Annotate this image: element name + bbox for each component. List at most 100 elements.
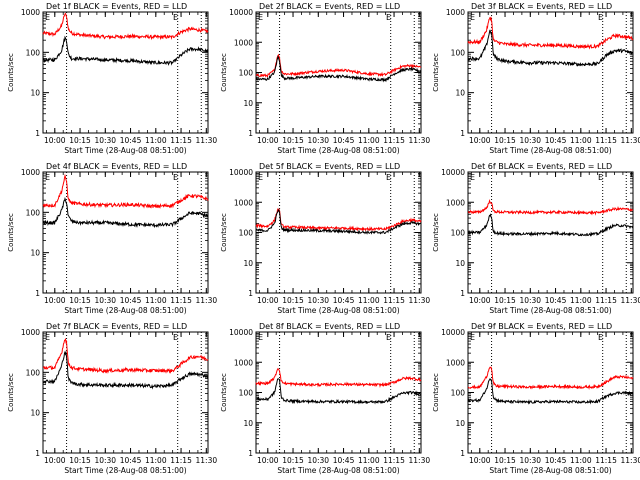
range-start-marker: E xyxy=(258,333,263,342)
lld-series-line xyxy=(42,173,209,209)
lld-series-line xyxy=(467,16,634,50)
y-tick-label: 1000 xyxy=(446,358,465,367)
detector-panel-3: Det 3f BLACK = Events, RED = LLD 1 10 100 10… xyxy=(432,2,640,155)
plot-frame xyxy=(467,11,634,134)
x-tick-label: 11:00 xyxy=(358,456,380,465)
x-tick-label: 11:30 xyxy=(196,296,218,305)
y-tick-label: 10 xyxy=(243,99,253,108)
range-end-marker: E xyxy=(386,13,391,22)
y-tick-label: 1000 xyxy=(234,358,253,367)
events-series-line xyxy=(255,55,422,83)
y-axis-label: Counts/sec xyxy=(7,53,15,92)
x-axis-label: Start Time (28-Aug-08 08:51:00) xyxy=(64,146,186,155)
y-tick-label: 10000 xyxy=(441,328,465,337)
y-tick-label: 100 xyxy=(239,229,254,238)
x-axis-label: Start Time (28-Aug-08 08:51:00) xyxy=(489,146,611,155)
panel-title: Det 8f BLACK = Events, RED = LLD xyxy=(259,322,400,331)
lld-series-line xyxy=(255,367,422,388)
x-tick-label: 10:00 xyxy=(469,136,491,145)
x-tick-label: 11:15 xyxy=(595,456,617,465)
x-tick-label: 10:15 xyxy=(69,136,91,145)
x-tick-label: 10:45 xyxy=(333,136,355,145)
y-tick-label: 100 xyxy=(26,48,41,57)
x-tick-label: 11:15 xyxy=(170,136,192,145)
x-tick-label: 10:30 xyxy=(94,296,116,305)
y-axis-label: Counts/sec xyxy=(432,53,440,92)
y-tick-label: 10000 xyxy=(441,168,465,177)
range-end-marker: E xyxy=(173,333,178,342)
x-tick-label: 10:00 xyxy=(257,136,279,145)
x-tick-label: 11:00 xyxy=(358,296,380,305)
range-start-marker: E xyxy=(470,173,475,182)
x-tick-label: 11:30 xyxy=(409,456,431,465)
plot-frame xyxy=(42,331,209,454)
x-tick-label: 10:00 xyxy=(44,456,66,465)
x-tick-label: 10:45 xyxy=(120,136,142,145)
range-end-marker: E xyxy=(173,173,178,182)
x-tick-label: 10:00 xyxy=(44,136,66,145)
x-tick-label: 10:30 xyxy=(94,136,116,145)
x-tick-label: 10:15 xyxy=(282,296,304,305)
y-tick-label: 10000 xyxy=(229,328,253,337)
y-axis-label: Counts/sec xyxy=(220,213,228,252)
events-series-line xyxy=(255,208,422,235)
y-tick-label: 100 xyxy=(26,368,41,377)
detector-panel-4: Det 4f BLACK = Events, RED = LLD 1 10 100 10… xyxy=(7,162,217,315)
detector-panel-2: Det 2f BLACK = Events, RED = LLD 1 10 100 10… xyxy=(220,2,430,155)
x-tick-label: 11:00 xyxy=(358,136,380,145)
detector-panel-5: Det 5f BLACK = Events, RED = LLD 1 10 100 10… xyxy=(220,162,430,315)
x-tick-label: 10:15 xyxy=(282,456,304,465)
x-tick-label: 10:00 xyxy=(257,456,279,465)
x-tick-label: 11:30 xyxy=(621,456,640,465)
events-series-line xyxy=(467,213,634,237)
x-tick-label: 10:30 xyxy=(307,456,329,465)
x-tick-label: 11:00 xyxy=(570,136,592,145)
range-end-marker: E xyxy=(598,13,603,22)
plot-frame xyxy=(42,171,209,294)
y-tick-label: 10 xyxy=(243,419,253,428)
x-axis-label: Start Time (28-Aug-08 08:51:00) xyxy=(64,306,186,315)
range-end-marker: E xyxy=(386,333,391,342)
y-tick-label: 1 xyxy=(248,449,253,458)
range-end-marker: E xyxy=(386,173,391,182)
y-tick-label: 100 xyxy=(26,208,41,217)
range-start-marker: E xyxy=(45,173,50,182)
x-tick-label: 11:15 xyxy=(170,456,192,465)
x-tick-label: 11:15 xyxy=(383,296,405,305)
y-tick-label: 1 xyxy=(460,129,465,138)
range-start-marker: E xyxy=(470,333,475,342)
x-tick-label: 11:30 xyxy=(409,296,431,305)
y-axis-label: Counts/sec xyxy=(432,213,440,252)
y-tick-label: 1 xyxy=(35,449,40,458)
y-axis-label: Counts/sec xyxy=(220,373,228,412)
x-tick-label: 10:00 xyxy=(44,296,66,305)
plot-frame xyxy=(42,11,209,134)
y-tick-label: 1000 xyxy=(234,38,253,47)
x-tick-label: 11:30 xyxy=(409,136,431,145)
panel-title: Det 4f BLACK = Events, RED = LLD xyxy=(46,162,187,171)
range-start-marker: E xyxy=(470,13,475,22)
y-tick-label: 100 xyxy=(239,69,254,78)
events-series-line xyxy=(42,350,209,390)
x-tick-label: 11:15 xyxy=(595,296,617,305)
x-tick-label: 11:15 xyxy=(383,456,405,465)
y-tick-label: 100 xyxy=(451,48,466,57)
x-tick-label: 10:45 xyxy=(545,296,567,305)
y-tick-label: 100 xyxy=(451,229,466,238)
y-tick-label: 1000 xyxy=(21,328,40,337)
y-tick-label: 1 xyxy=(460,289,465,298)
x-tick-label: 10:45 xyxy=(333,296,355,305)
y-axis-label: Counts/sec xyxy=(432,373,440,412)
x-tick-label: 10:30 xyxy=(519,296,541,305)
y-tick-label: 1000 xyxy=(446,198,465,207)
range-end-marker: E xyxy=(598,173,603,182)
y-tick-label: 1 xyxy=(35,289,40,298)
x-tick-label: 11:15 xyxy=(595,136,617,145)
y-tick-label: 10 xyxy=(455,259,465,268)
x-tick-label: 11:00 xyxy=(570,296,592,305)
x-tick-label: 10:30 xyxy=(307,296,329,305)
y-tick-label: 1 xyxy=(35,129,40,138)
detector-panel-1: Det 1f BLACK = Events, RED = LLD 1 10 100 10… xyxy=(7,2,217,155)
x-tick-label: 10:15 xyxy=(69,296,91,305)
